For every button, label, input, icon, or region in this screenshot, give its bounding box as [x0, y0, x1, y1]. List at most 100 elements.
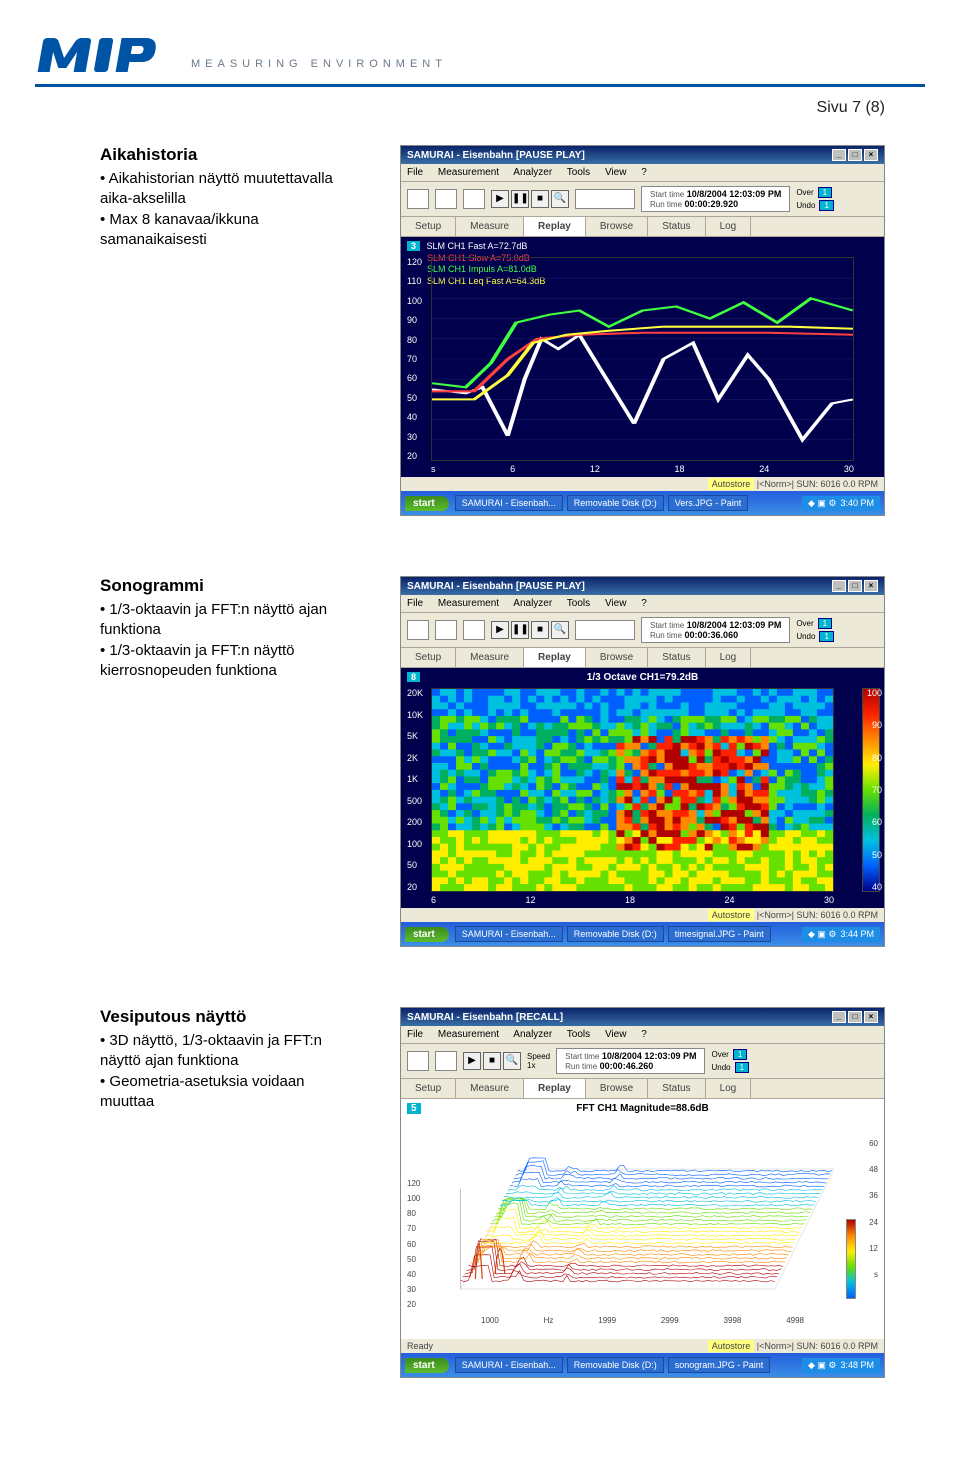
minimize-icon[interactable]: _ — [832, 1011, 846, 1023]
tool-icon[interactable] — [435, 620, 457, 640]
minimize-icon[interactable]: _ — [832, 580, 846, 592]
tab-setup[interactable]: Setup — [401, 648, 456, 667]
tool-icon[interactable] — [463, 189, 485, 209]
play-button[interactable]: ▶ — [491, 621, 509, 639]
tab-replay[interactable]: Replay — [524, 1079, 586, 1098]
taskbar-item[interactable]: Removable Disk (D:) — [567, 926, 664, 942]
tab-status[interactable]: Status — [648, 1079, 705, 1098]
menu-item[interactable]: ? — [641, 598, 647, 609]
chart-index: 5 — [407, 1103, 421, 1114]
tool-icon[interactable] — [407, 1051, 429, 1071]
tab-browse[interactable]: Browse — [586, 217, 648, 236]
maximize-icon[interactable]: □ — [848, 1011, 862, 1023]
menu-item[interactable]: View — [605, 598, 627, 609]
menu-item[interactable]: View — [605, 167, 627, 178]
tool-icon[interactable] — [407, 620, 429, 640]
window-buttons: _ □ × — [832, 1011, 878, 1023]
system-tray: ◆ ▣ ⚙3:40 PM — [802, 496, 880, 511]
autostore-badge: Autostore — [708, 1340, 755, 1352]
start-button[interactable]: start — [405, 496, 449, 511]
tool-icon[interactable] — [435, 1051, 457, 1071]
tab-measure[interactable]: Measure — [456, 1079, 524, 1098]
sonogram-plot — [431, 688, 834, 892]
play-button[interactable]: ▶ — [491, 190, 509, 208]
start-button[interactable]: start — [405, 1358, 449, 1373]
tabs: Setup Measure Replay Browse Status Log — [401, 217, 884, 237]
search-button[interactable]: 🔍 — [551, 621, 569, 639]
status-text: |<Norm>| SUN: 6016 0.0 RPM — [757, 1341, 878, 1351]
menu-item[interactable]: Measurement — [438, 598, 499, 609]
counters: Over1 Undo1 — [796, 618, 834, 642]
taskbar-item[interactable]: sonogram.JPG - Paint — [668, 1357, 771, 1373]
tab-log[interactable]: Log — [706, 1079, 752, 1098]
close-icon[interactable]: × — [864, 149, 878, 161]
section-2-title: Sonogrammi — [100, 576, 360, 596]
titlebar: SAMURAI - Eisenbahn [PAUSE PLAY] _ □ × — [401, 577, 884, 595]
app-title: SAMURAI - Eisenbahn [RECALL] — [407, 1012, 563, 1023]
status-ready: Ready — [407, 1341, 433, 1351]
pause-button[interactable]: ❚❚ — [511, 621, 529, 639]
stop-button[interactable]: ■ — [483, 1052, 501, 1070]
system-tray: ◆ ▣ ⚙3:48 PM — [802, 1358, 880, 1373]
menu-item[interactable]: Tools — [567, 1029, 590, 1040]
minimize-icon[interactable]: _ — [832, 149, 846, 161]
tool-icon[interactable] — [463, 620, 485, 640]
system-tray: ◆ ▣ ⚙3:44 PM — [802, 927, 880, 942]
tool-icon[interactable] — [575, 189, 635, 209]
titlebar: SAMURAI - Eisenbahn [PAUSE PLAY] _ □ × — [401, 146, 884, 164]
taskbar-item[interactable]: SAMURAI - Eisenbah... — [455, 1357, 563, 1373]
menu-item[interactable]: Measurement — [438, 1029, 499, 1040]
tab-browse[interactable]: Browse — [586, 648, 648, 667]
close-icon[interactable]: × — [864, 1011, 878, 1023]
tab-replay[interactable]: Replay — [524, 648, 586, 667]
taskbar-item[interactable]: SAMURAI - Eisenbah... — [455, 926, 563, 942]
menu-item[interactable]: Analyzer — [513, 598, 552, 609]
tab-setup[interactable]: Setup — [401, 217, 456, 236]
menu-item[interactable]: Measurement — [438, 167, 499, 178]
menu-item[interactable]: ? — [641, 167, 647, 178]
taskbar-item[interactable]: SAMURAI - Eisenbah... — [455, 495, 563, 511]
tagline: MEASURING ENVIRONMENT — [191, 58, 447, 80]
tab-measure[interactable]: Measure — [456, 217, 524, 236]
menu-item[interactable]: Analyzer — [513, 167, 552, 178]
tab-measure[interactable]: Measure — [456, 648, 524, 667]
taskbar-item[interactable]: Removable Disk (D:) — [567, 495, 664, 511]
close-icon[interactable]: × — [864, 580, 878, 592]
pause-button[interactable]: ❚❚ — [511, 190, 529, 208]
tab-replay[interactable]: Replay — [524, 217, 586, 236]
start-button[interactable]: start — [405, 927, 449, 942]
tab-browse[interactable]: Browse — [586, 1079, 648, 1098]
search-button[interactable]: 🔍 — [551, 190, 569, 208]
tool-icon[interactable] — [407, 189, 429, 209]
menu-item[interactable]: File — [407, 167, 423, 178]
tab-log[interactable]: Log — [706, 217, 752, 236]
tab-setup[interactable]: Setup — [401, 1079, 456, 1098]
taskbar-item[interactable]: timesignal.JPG - Paint — [668, 926, 771, 942]
tab-log[interactable]: Log — [706, 648, 752, 667]
section-2-text: Sonogrammi 1/3-oktaavin ja FFT:n näyttö … — [100, 576, 360, 681]
maximize-icon[interactable]: □ — [848, 149, 862, 161]
stop-button[interactable]: ■ — [531, 621, 549, 639]
maximize-icon[interactable]: □ — [848, 580, 862, 592]
tab-status[interactable]: Status — [648, 217, 705, 236]
play-button[interactable]: ▶ — [463, 1052, 481, 1070]
tool-icon[interactable] — [435, 189, 457, 209]
taskbar: start SAMURAI - Eisenbah... Removable Di… — [401, 922, 884, 946]
menu-item[interactable]: File — [407, 598, 423, 609]
taskbar-item[interactable]: Vers.JPG - Paint — [668, 495, 749, 511]
menu-item[interactable]: ? — [641, 1029, 647, 1040]
stop-button[interactable]: ■ — [531, 190, 549, 208]
status-text: |<Norm>| SUN: 6016 0.0 RPM — [757, 479, 878, 489]
tool-icon[interactable] — [575, 620, 635, 640]
taskbar-item[interactable]: Removable Disk (D:) — [567, 1357, 664, 1373]
menu-item[interactable]: File — [407, 1029, 423, 1040]
z-axis: 12010080706050403020 — [407, 1179, 420, 1309]
tab-status[interactable]: Status — [648, 648, 705, 667]
menu-item[interactable]: Tools — [567, 598, 590, 609]
menu-item[interactable]: View — [605, 1029, 627, 1040]
search-button[interactable]: 🔍 — [503, 1052, 521, 1070]
menu-item[interactable]: Tools — [567, 167, 590, 178]
section-3-text: Vesiputous näyttö 3D näyttö, 1/3-oktaavi… — [100, 1007, 360, 1112]
menu-item[interactable]: Analyzer — [513, 1029, 552, 1040]
toolbar: ▶ ■ 🔍 Speed1x Start time 10/8/2004 12:03… — [401, 1044, 884, 1079]
